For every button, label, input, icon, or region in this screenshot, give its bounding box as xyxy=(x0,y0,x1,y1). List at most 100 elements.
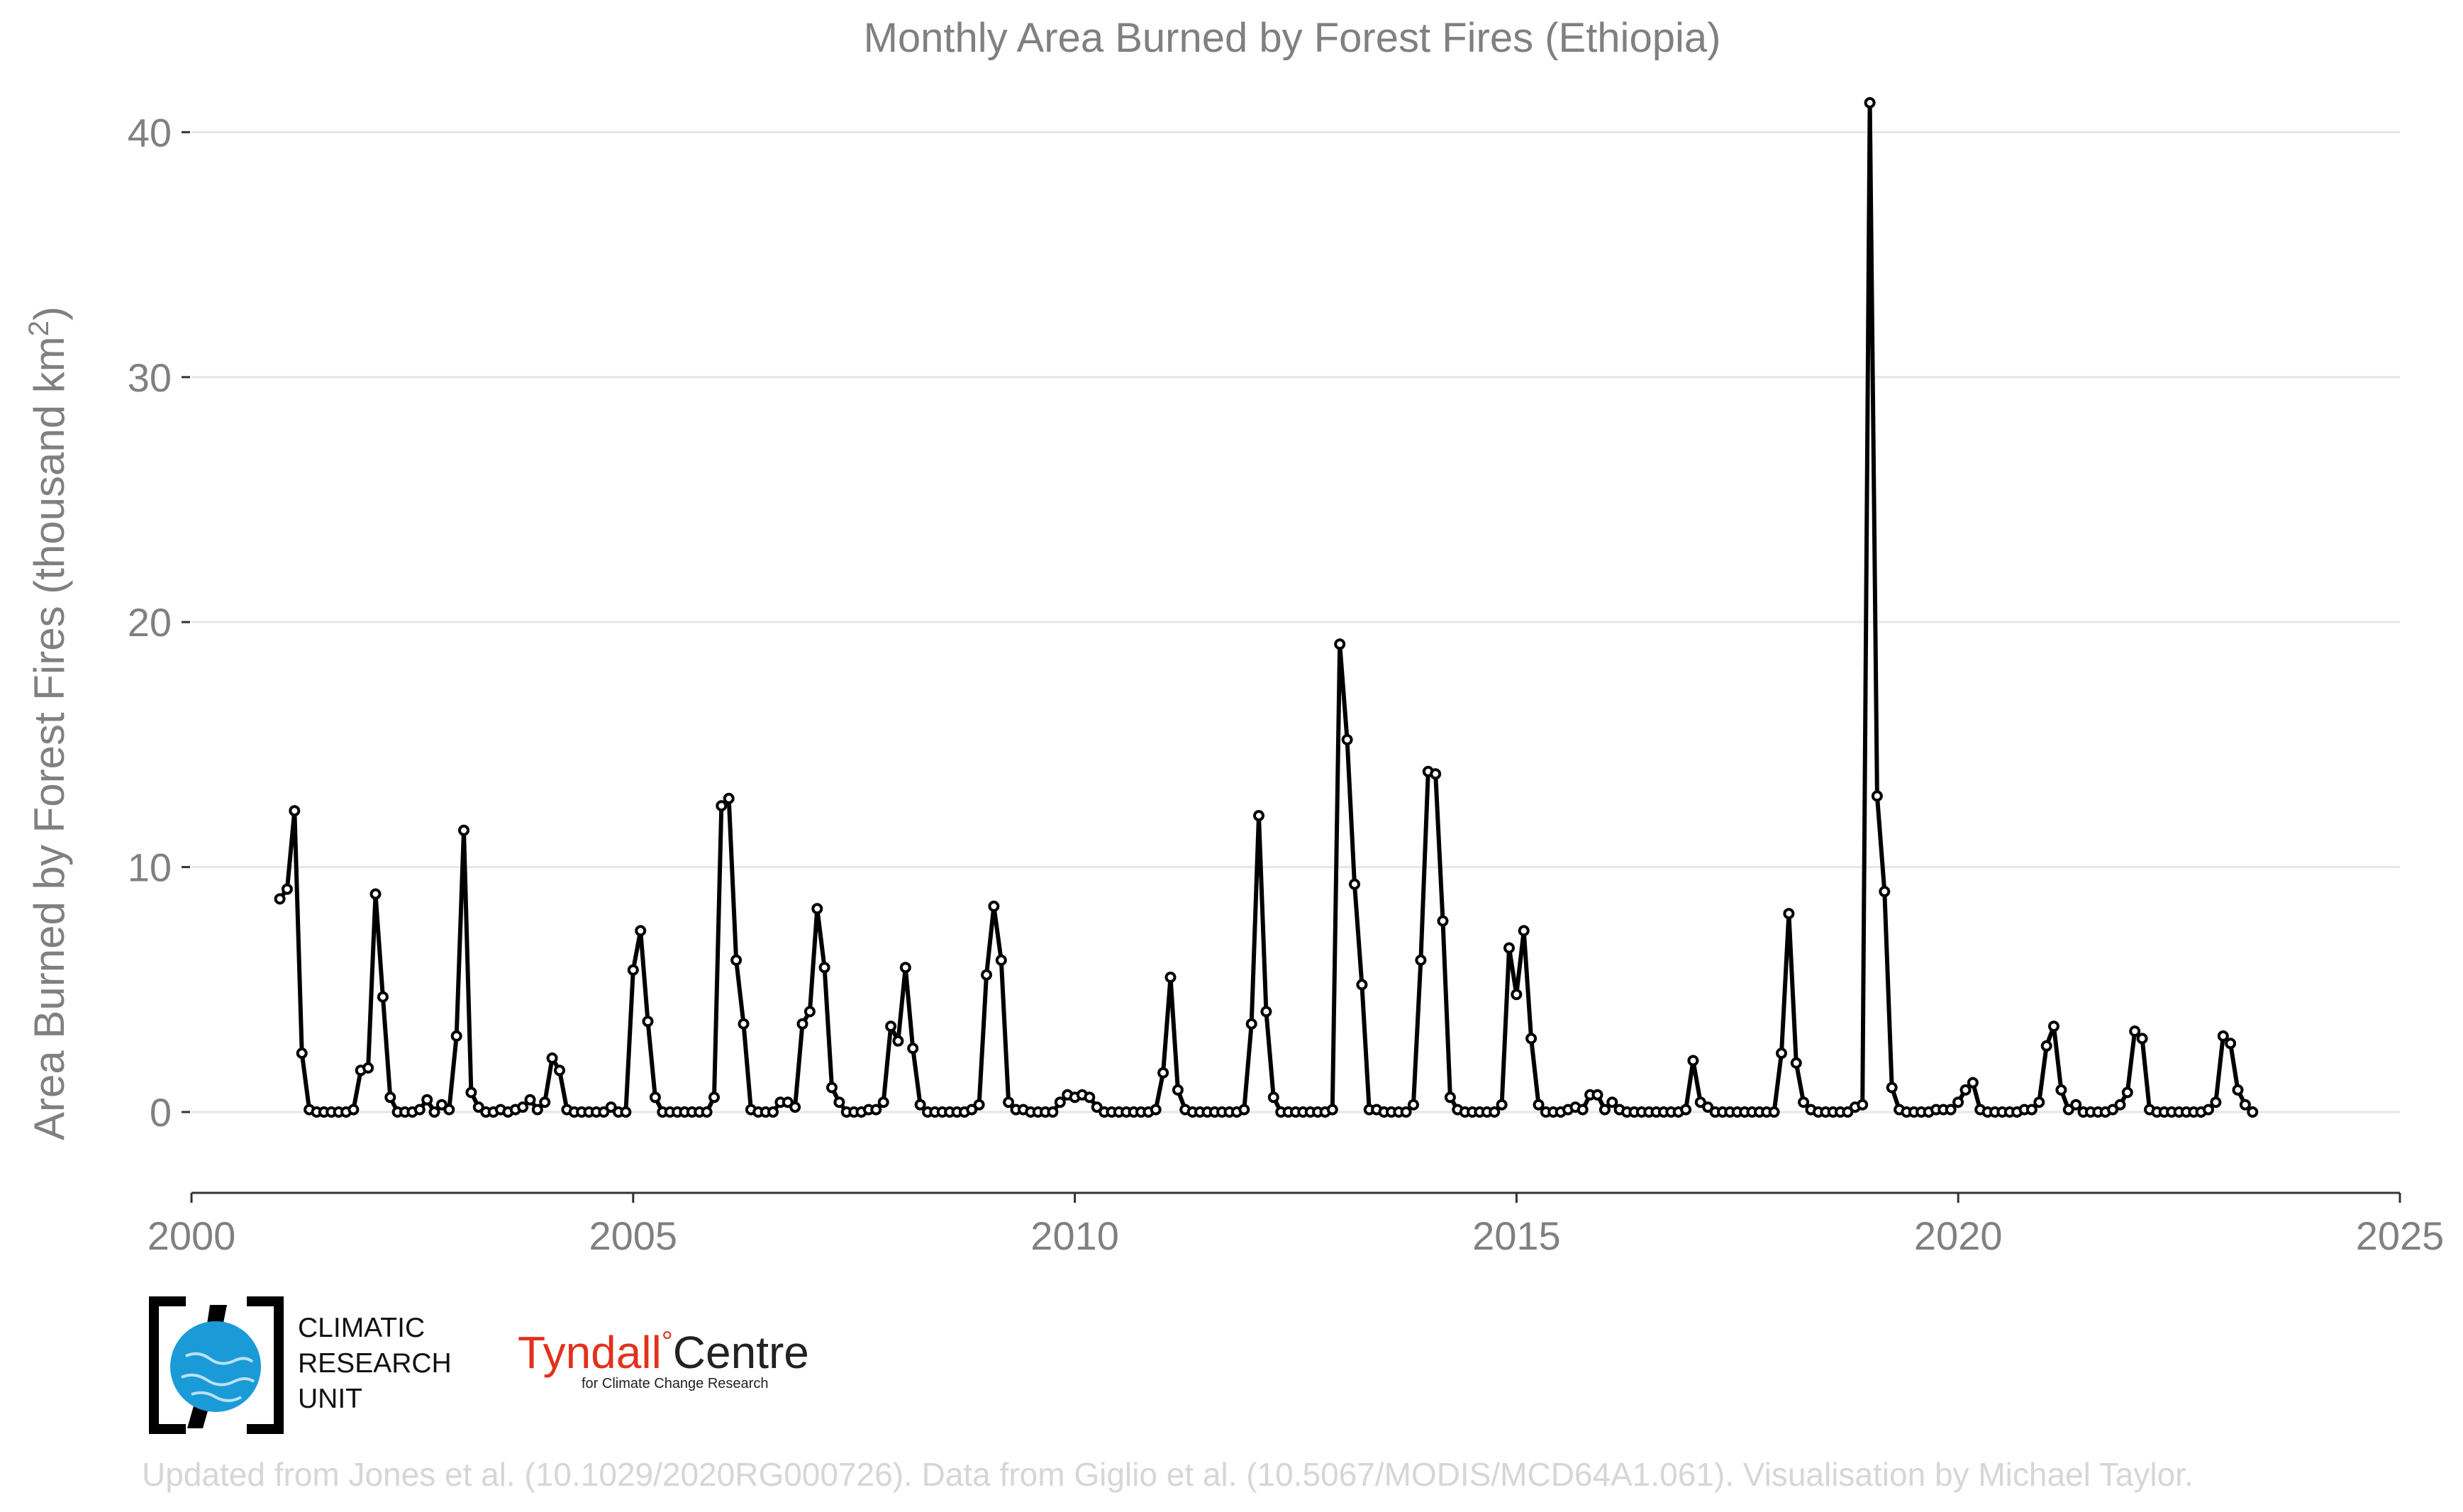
data-point-159 xyxy=(1444,1091,1456,1104)
y-tick-label-10: 10 xyxy=(128,845,172,890)
data-point-22 xyxy=(435,1099,447,1111)
data-point-74 xyxy=(818,962,830,974)
data-point-238 xyxy=(2025,1104,2037,1116)
data-point-134 xyxy=(1260,1006,1272,1018)
cru-logo-text: CLIMATIC RESEARCH UNIT xyxy=(298,1311,452,1417)
data-point-21 xyxy=(428,1106,440,1118)
tyndall-degree: ° xyxy=(661,1326,673,1357)
data-point-203 xyxy=(1768,1106,1780,1118)
data-point-253 xyxy=(2136,1033,2148,1045)
data-point-241 xyxy=(2048,1021,2059,1033)
data-point-70 xyxy=(789,1101,801,1113)
data-point-25 xyxy=(458,824,469,836)
data-point-243 xyxy=(2062,1104,2074,1116)
data-point-244 xyxy=(2070,1099,2082,1111)
data-point-169 xyxy=(1518,925,1530,937)
data-point-153 xyxy=(1400,1106,1412,1118)
x-tick-label-2005: 2005 xyxy=(589,1213,678,1258)
data-point-144 xyxy=(1334,638,1346,650)
data-point-73 xyxy=(811,903,823,915)
data-point-131 xyxy=(1238,1104,1250,1116)
data-point-94 xyxy=(966,1104,978,1116)
data-point-170 xyxy=(1525,1033,1538,1045)
data-point-264 xyxy=(2217,1030,2229,1042)
data-point-146 xyxy=(1349,878,1360,890)
data-point-240 xyxy=(2040,1040,2052,1052)
data-point-252 xyxy=(2129,1025,2141,1037)
data-point-1 xyxy=(281,883,293,895)
data-point-44 xyxy=(598,1106,610,1118)
data-point-263 xyxy=(2210,1096,2222,1108)
data-point-227 xyxy=(1945,1104,1957,1116)
data-point-82 xyxy=(877,1096,889,1108)
data-point-15 xyxy=(384,1091,396,1104)
x-tick-label-2015: 2015 xyxy=(1472,1213,1561,1258)
x-tick-label-2020: 2020 xyxy=(1914,1213,2003,1258)
data-point-165 xyxy=(1489,1106,1501,1118)
data-point-230 xyxy=(1967,1077,1979,1089)
data-point-191 xyxy=(1680,1104,1692,1116)
data-point-45 xyxy=(605,1101,617,1113)
data-point-83 xyxy=(885,1021,897,1033)
tyndall-subtitle: for Climate Change Research xyxy=(582,1376,769,1391)
y-axis-label-text: Area Burned by Forest Fires (thousand km xyxy=(26,336,73,1140)
data-point-23 xyxy=(443,1104,455,1116)
data-point-219 xyxy=(1886,1082,1898,1094)
data-point-48 xyxy=(627,964,639,976)
data-point-119 xyxy=(1150,1104,1162,1116)
y-tick-label-30: 30 xyxy=(128,355,172,400)
data-point-10 xyxy=(348,1104,360,1116)
data-point-166 xyxy=(1496,1099,1508,1111)
data-point-106 xyxy=(1054,1096,1066,1108)
data-point-86 xyxy=(907,1043,919,1055)
data-point-193 xyxy=(1694,1096,1706,1108)
data-point-97 xyxy=(988,900,1000,912)
data-point-239 xyxy=(2033,1096,2045,1108)
data-point-133 xyxy=(1253,810,1264,822)
data-point-242 xyxy=(2055,1084,2067,1096)
data-point-265 xyxy=(2225,1038,2237,1050)
data-point-69 xyxy=(782,1096,794,1108)
y-tick-label-0: 0 xyxy=(150,1090,172,1135)
y-axis-label-close: ) xyxy=(26,306,73,321)
data-point-249 xyxy=(2107,1104,2119,1116)
cru-logo-icon xyxy=(149,1296,284,1434)
data-point-110 xyxy=(1084,1091,1096,1104)
data-point-59 xyxy=(708,1091,720,1104)
data-point-177 xyxy=(1577,1104,1589,1116)
data-point-13 xyxy=(369,888,382,900)
data-point-213 xyxy=(1842,1106,1854,1118)
cru-line-1: CLIMATIC xyxy=(298,1313,426,1343)
data-point-157 xyxy=(1430,768,1442,780)
data-point-194 xyxy=(1702,1101,1714,1113)
data-point-105 xyxy=(1047,1106,1059,1118)
data-point-120 xyxy=(1157,1067,1169,1079)
data-point-171 xyxy=(1533,1099,1545,1111)
data-point-95 xyxy=(973,1099,985,1111)
data-point-158 xyxy=(1437,915,1449,927)
data-point-26 xyxy=(465,1086,477,1099)
data-point-207 xyxy=(1798,1096,1810,1108)
data-point-60 xyxy=(716,800,728,812)
data-point-99 xyxy=(1003,1096,1015,1108)
data-point-179 xyxy=(1591,1089,1603,1101)
data-point-204 xyxy=(1776,1047,1787,1060)
data-point-167 xyxy=(1503,942,1515,954)
data-point-267 xyxy=(2239,1099,2251,1111)
data-point-181 xyxy=(1606,1096,1618,1108)
data-point-122 xyxy=(1172,1084,1184,1096)
gridlines xyxy=(191,130,2400,1113)
data-point-27 xyxy=(472,1101,484,1113)
data-point-96 xyxy=(981,969,992,981)
data-point-145 xyxy=(1341,734,1353,745)
data-point-206 xyxy=(1790,1057,1802,1069)
data-point-47 xyxy=(620,1106,632,1118)
data-point-62 xyxy=(730,954,743,966)
y-tick-label-20: 20 xyxy=(128,600,172,645)
data-point-81 xyxy=(870,1104,882,1116)
y-tick-label-40: 40 xyxy=(128,110,172,155)
series-line-ethiopia xyxy=(278,100,2254,1114)
data-point-266 xyxy=(2232,1084,2244,1096)
data-point-168 xyxy=(1511,989,1523,1001)
data-point-121 xyxy=(1164,972,1177,983)
